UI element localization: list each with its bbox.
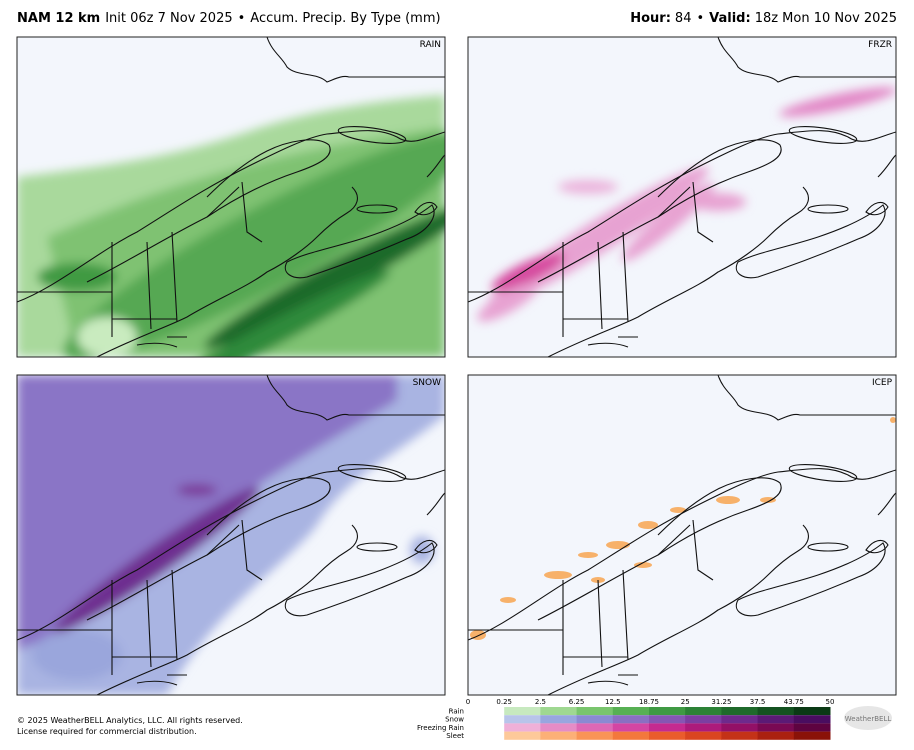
legend-swatch	[721, 731, 759, 740]
legend-tick-label: 6.25	[569, 698, 585, 706]
separator: •	[696, 11, 704, 26]
legend-swatch	[685, 723, 722, 732]
legend-row-label: Freezing Rain	[417, 724, 464, 732]
legend-swatch	[612, 731, 650, 740]
legend: 0 0.25 2.5 6.25 12.5 18.75 25 31.25 37.5 43.75 50 R…	[417, 698, 834, 740]
legend-swatch	[576, 707, 614, 716]
legend-swatch	[685, 715, 722, 724]
panel-label: RAIN	[420, 40, 441, 50]
legend-swatch	[540, 707, 578, 716]
legend-swatch	[793, 731, 831, 740]
forecast-hour: 84	[675, 11, 692, 26]
legend-tick-label: 37.5	[750, 698, 766, 706]
legend-swatch	[540, 723, 578, 732]
icep-panel: ICEP	[467, 374, 897, 696]
legend-swatch	[757, 731, 795, 740]
frzr-panel: FRZR	[467, 36, 897, 358]
legend-swatch	[793, 707, 831, 716]
copyright: © 2025 WeatherBELL Analytics, LLC. All r…	[17, 716, 243, 725]
legend-swatch	[757, 707, 795, 716]
legend-tick-label: 12.5	[605, 698, 621, 706]
legend-swatch	[757, 715, 795, 724]
legend-swatch	[576, 731, 614, 740]
legend-tick-label: 18.75	[639, 698, 659, 706]
legend-swatch	[612, 715, 650, 724]
legend-swatch	[757, 723, 795, 732]
snow-panel: SNOW	[16, 374, 446, 696]
legend-swatch	[649, 723, 686, 732]
legend-tick-label: 50	[826, 698, 835, 706]
logo: WeatherBELL	[845, 715, 892, 723]
legend-swatch	[793, 723, 831, 732]
legend-swatch	[504, 707, 541, 716]
legend-tick-label: 2.5	[535, 698, 546, 706]
logo-badge	[844, 706, 892, 730]
legend-swatch	[576, 723, 614, 732]
legend-swatch	[612, 723, 650, 732]
legend-swatch	[540, 715, 578, 724]
legend-tick-label: 0	[466, 698, 470, 706]
legend-swatch	[649, 715, 686, 724]
legend-row-label: Rain	[449, 708, 464, 716]
separator: •	[238, 11, 246, 26]
license: License required for commercial distribu…	[17, 727, 197, 736]
legend-tick-label: 43.75	[784, 698, 804, 706]
legend-swatch	[649, 707, 686, 716]
rain-panel: RAIN	[16, 36, 446, 358]
legend-swatch	[685, 731, 722, 740]
legend-tick-label: 25	[681, 698, 690, 706]
valid-time: 18z Mon 10 Nov 2025	[755, 11, 897, 26]
legend-swatch	[504, 715, 541, 724]
legend-swatch	[721, 715, 759, 724]
init-time: Init 06z 7 Nov 2025	[105, 11, 232, 26]
legend-row-label: Snow	[445, 716, 464, 724]
panel-label: ICEP	[872, 378, 893, 388]
model-name: NAM 12 km	[17, 11, 100, 26]
legend-tick-label: 0.25	[496, 698, 512, 706]
legend-row-label: Sleet	[446, 732, 464, 740]
legend-swatch	[793, 715, 831, 724]
product-name: Accum. Precip. By Type (mm)	[250, 11, 440, 26]
legend-swatch	[685, 707, 722, 716]
legend-swatch	[649, 731, 686, 740]
legend-swatch	[504, 723, 541, 732]
legend-swatch	[721, 707, 759, 716]
hour-label: Hour:	[630, 11, 671, 26]
panel-label: SNOW	[413, 378, 442, 388]
panel-label: FRZR	[868, 40, 892, 50]
header-left: NAM 12 km Init 06z 7 Nov 2025 • Accum. Prec…	[17, 11, 441, 26]
legend-swatch	[576, 715, 614, 724]
valid-label: Valid:	[709, 11, 751, 26]
legend-swatch	[504, 731, 541, 740]
legend-tick-label: 31.25	[711, 698, 731, 706]
legend-swatch	[540, 731, 578, 740]
legend-swatch	[721, 723, 759, 732]
header-right: Hour: 84 • Valid: 18z Mon 10 Nov 2025	[630, 11, 897, 26]
legend-swatch	[612, 707, 650, 716]
